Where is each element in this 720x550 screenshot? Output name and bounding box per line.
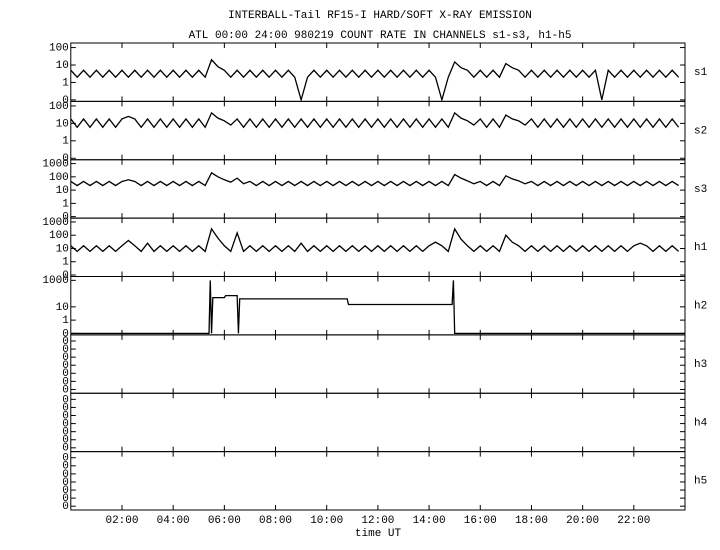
y-tick-label: 0 xyxy=(62,328,69,340)
y-tick-label: 0 xyxy=(62,376,69,388)
y-tick-label: 100 xyxy=(49,42,69,54)
y-tick-label: 0 xyxy=(62,469,69,481)
panel-label: h1 xyxy=(694,242,708,254)
y-tick-label: 0 xyxy=(62,418,69,430)
y-tick-label: 100 xyxy=(49,172,69,184)
x-tick-label: 20:00 xyxy=(566,515,599,527)
x-tick-label: 14:00 xyxy=(413,515,446,527)
x-tick-label: 16:00 xyxy=(464,515,497,527)
data-line xyxy=(70,227,680,253)
data-line xyxy=(70,280,685,335)
y-tick-label: 0 xyxy=(62,270,69,282)
y-tick-label: 0 xyxy=(62,402,69,414)
x-tick-label: 06:00 xyxy=(208,515,241,527)
y-tick-label: 1 xyxy=(62,257,69,269)
data-line xyxy=(70,171,679,187)
y-tick-label: 0 xyxy=(62,336,69,348)
y-tick-label: 0 xyxy=(62,153,69,165)
panel-label: s1 xyxy=(694,67,708,79)
y-tick-label: 100 xyxy=(49,101,69,113)
y-tick-label: 1 xyxy=(62,77,69,89)
y-tick-label: 0 xyxy=(62,477,69,489)
y-tick-label: 0 xyxy=(62,384,69,396)
y-tick-label: 10 xyxy=(56,243,69,255)
x-tick-label: 08:00 xyxy=(259,515,292,527)
chart-title: INTERBALL-Tail RF15-I HARD/SOFT X-RAY EM… xyxy=(228,10,532,22)
data-line xyxy=(70,58,680,103)
y-tick-label: 10 xyxy=(56,60,69,72)
y-tick-label: 10 xyxy=(56,302,69,314)
x-tick-label: 18:00 xyxy=(515,515,548,527)
y-tick-label: 0 xyxy=(62,344,69,356)
panel-label: s3 xyxy=(694,184,707,196)
x-tick-label: 02:00 xyxy=(105,515,138,527)
y-tick-label: 0 xyxy=(62,360,69,372)
y-tick-label: 10 xyxy=(56,118,69,130)
y-tick-label: 10 xyxy=(56,185,69,197)
y-tick-label: 0 xyxy=(62,443,69,455)
y-tick-label: 0 xyxy=(62,461,69,473)
panel-label: s2 xyxy=(694,125,707,137)
y-tick-label: 0 xyxy=(62,212,69,224)
y-tick-label: 0 xyxy=(62,95,69,107)
y-tick-label: 0 xyxy=(62,501,69,513)
y-tick-label: 0 xyxy=(62,435,69,447)
data-line xyxy=(70,111,680,129)
y-tick-label: 0 xyxy=(62,352,69,364)
panel-label: h3 xyxy=(694,359,707,371)
y-tick-label: 0 xyxy=(62,394,69,406)
y-tick-label: 1000 xyxy=(42,217,68,229)
y-tick-label: 100 xyxy=(49,230,69,242)
y-tick-label: 1 xyxy=(62,315,69,327)
y-tick-label: 1000 xyxy=(42,158,68,170)
x-tick-label: 12:00 xyxy=(361,515,394,527)
y-tick-label: 1 xyxy=(62,198,69,210)
chart-subtitle: ATL 00:00 24:00 980219 COUNT RATE IN CHA… xyxy=(189,30,572,42)
panel-label: h4 xyxy=(694,417,708,429)
x-tick-label: 04:00 xyxy=(157,515,190,527)
x-axis-label: time UT xyxy=(355,528,402,540)
y-tick-label: 0 xyxy=(62,368,69,380)
x-tick-label: 10:00 xyxy=(310,515,343,527)
y-tick-label: 0 xyxy=(62,493,69,505)
y-tick-label: 0 xyxy=(62,453,69,465)
panel-label: h5 xyxy=(694,476,707,488)
y-tick-label: 0 xyxy=(62,485,69,497)
y-tick-label: 1000 xyxy=(42,275,68,287)
y-tick-label: 1 xyxy=(62,136,69,148)
panel-label: h2 xyxy=(694,301,707,313)
x-tick-label: 22:00 xyxy=(617,515,650,527)
y-tick-label: 0 xyxy=(62,410,69,422)
y-tick-label: 0 xyxy=(62,427,69,439)
